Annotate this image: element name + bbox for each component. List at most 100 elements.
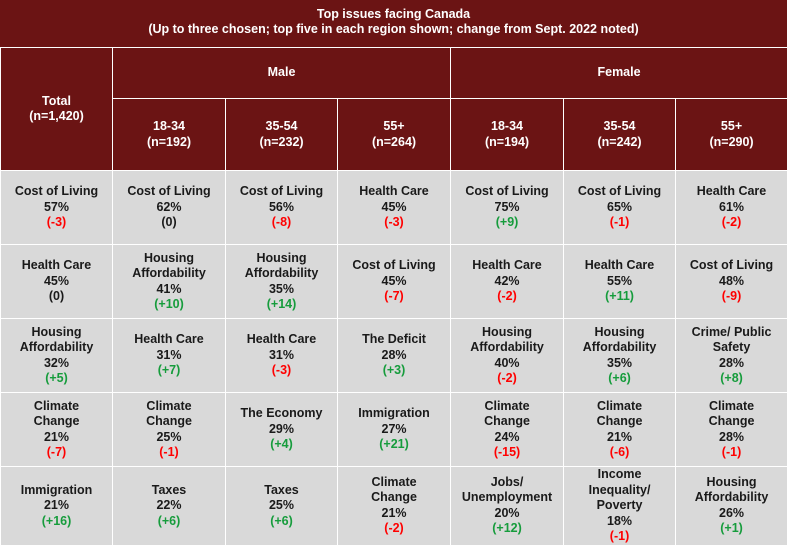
issue-label: Cost of Living [14, 184, 99, 199]
issue-percent: 31% [268, 347, 295, 362]
table-cell: Climate Change 21% (-6) [563, 392, 677, 467]
issue-label: Housing [256, 250, 307, 265]
change-value: (-2) [384, 521, 404, 536]
sample-size: (n=192) [146, 134, 192, 149]
table-cell: Housing Affordability 40% (-2) [450, 318, 565, 393]
issue-label: Cost of Living [577, 184, 662, 199]
issue-percent: 55% [607, 273, 633, 288]
issue-percent: 31% [156, 347, 182, 362]
table-cell: Jobs/Unemployment 20% (+12) [450, 466, 565, 546]
table-cell: Cost of Living 57% (-3) [0, 170, 113, 245]
issue-label: Safety [712, 340, 751, 354]
total-header: Total (n=1,420) [0, 47, 113, 171]
header-age-row: 18-34 (n=192) 35-54 (n=232) 55+ (n=264) 18-34(… [1, 98, 787, 171]
age-header-0: 18-34 (n=192) [112, 98, 226, 171]
issue-label: Taxes [151, 482, 187, 497]
issue-percent: 41% [156, 281, 182, 296]
issue-label: Affordability [694, 490, 769, 505]
issue-percent: 56% [268, 199, 295, 214]
issue-label: Climate [596, 398, 643, 413]
age-label: 35-54 [265, 119, 298, 133]
issue-label: The Economy [240, 406, 323, 421]
table-cell: Cost of Living 56% (-8) [225, 170, 338, 245]
issue-percent: 35% [607, 355, 633, 370]
change-value: (+14) [266, 297, 297, 311]
issue-percent: 62% [156, 199, 182, 214]
issue-label: Health Care [21, 258, 92, 273]
issue-percent: 26% [719, 505, 745, 520]
issue-label: Housing [144, 250, 194, 265]
issue-percent: 48% [719, 273, 745, 288]
issue-percent: 45% [381, 273, 407, 288]
issue-label: Affordability [582, 340, 657, 354]
age-label: 55+ [383, 119, 405, 133]
table-cell: Health Care 42% (-2) [450, 244, 565, 319]
issue-label: Jobs/ [490, 474, 524, 489]
sample-size: (n=264) [371, 134, 417, 149]
age-label: 18-34 [153, 119, 185, 133]
issue-label: Climate [33, 398, 80, 413]
issue-label: Health Care [584, 258, 655, 273]
change-value: (-2) [497, 289, 517, 304]
issue-percent: 21% [381, 505, 407, 520]
change-value: (-7) [46, 445, 67, 459]
issue-label: Immigration [358, 406, 430, 421]
sample-size: (n=194) [484, 134, 530, 149]
change-value: (0) [48, 289, 65, 304]
header-group-row: Total (n=1,420) Male Female [0, 47, 787, 171]
change-value: (+21) [379, 437, 409, 452]
issue-percent: 42% [494, 273, 520, 288]
issue-percent: 35% [268, 281, 295, 296]
issue-percent: 28% [381, 347, 407, 362]
issue-percent: 40% [494, 355, 520, 370]
issue-label: Crime/ Public [691, 324, 772, 339]
change-value: (+3) [382, 363, 406, 378]
issue-label: Taxes [264, 482, 299, 497]
issue-label: Income [597, 467, 642, 481]
table-body: Cost of Living 57% (-3) Cost of Living 62% (0… [0, 170, 787, 546]
issue-label: Climate [484, 398, 530, 413]
age-header-2: 55+ (n=264) [336, 98, 452, 171]
title-line-2: (Up to three chosen; top five in each re… [148, 22, 639, 36]
issue-label: Change [146, 414, 192, 428]
table-cell: Health Care 61% (-2) [675, 170, 787, 245]
change-value: (+16) [41, 513, 72, 528]
table-cell: Cost of Living 75% (+9) [450, 170, 565, 245]
table-row: Climate Change 21% (-7) Climate Change 25% (-1)… [0, 392, 787, 467]
female-header: Female [450, 47, 787, 99]
issue-label: Health Care [134, 332, 204, 347]
table-cell: Health Care 45% (0) [0, 244, 113, 319]
change-value: (+5) [45, 371, 68, 385]
figure-title: Top issues facing Canada (Up to three ch… [0, 0, 787, 47]
issue-percent: 57% [43, 199, 70, 214]
male-header: Male [111, 47, 452, 99]
issue-percent: 21% [607, 429, 633, 444]
change-value: (+1) [720, 521, 743, 536]
change-value: (+10) [154, 297, 184, 311]
age-label: 35-54 [603, 119, 636, 133]
issue-label: Poverty [596, 498, 643, 512]
issues-table: Total (n=1,420) Male Female 18-34 (n=192)… [0, 47, 787, 546]
change-value: (+12) [492, 521, 522, 536]
change-value: (+11) [605, 289, 634, 304]
change-value: (-9) [721, 289, 742, 304]
table-cell: Taxes 22% (+6) [112, 466, 226, 546]
change-value: (-2) [721, 215, 742, 230]
issue-label: Health Care [696, 184, 767, 199]
issue-percent: 24% [494, 429, 520, 444]
issue-label: Inequality/ [588, 482, 651, 497]
issue-label: Cost of Living [239, 184, 324, 199]
change-value: (-3) [46, 215, 67, 230]
issue-label: Health Care [246, 332, 317, 347]
age-label: 18-34 [491, 119, 524, 133]
issue-label: Affordability [132, 266, 206, 280]
change-value: (-1) [159, 445, 179, 459]
sample-size: (n=290) [709, 134, 754, 149]
change-value: (+6) [157, 513, 181, 528]
issue-label: Unemployment [461, 490, 553, 505]
issue-percent: 21% [43, 429, 70, 444]
issue-label: Health Care [472, 258, 542, 273]
change-value: (-3) [271, 363, 292, 378]
table-cell: Climate Change 24% (-15) [450, 392, 565, 467]
